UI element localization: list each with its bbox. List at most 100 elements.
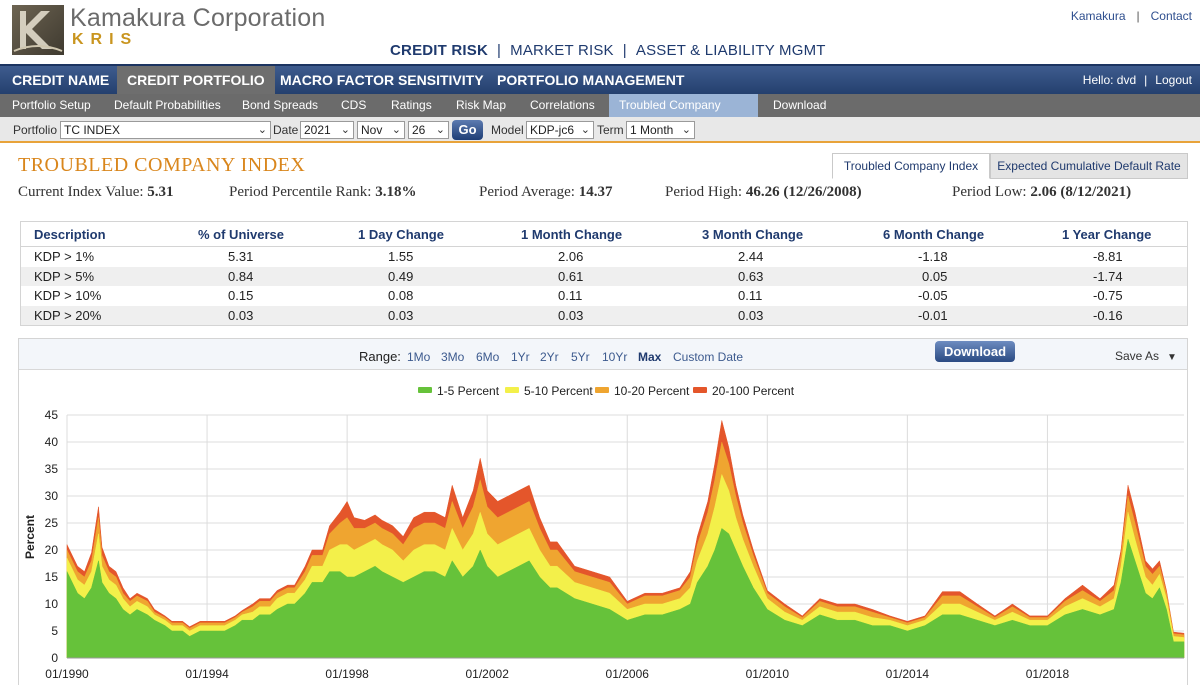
stat-label: Period Average: <box>479 184 575 200</box>
kamakura-link[interactable]: Kamakura <box>1070 9 1126 23</box>
col-3month: 3 Month Change <box>702 227 804 242</box>
chevron-down-icon: ⌄ <box>257 124 267 136</box>
table-cell: 0.05 <box>922 268 948 284</box>
x-tick-label: 01/2010 <box>746 667 790 681</box>
range-2yr[interactable]: 2Yr <box>540 350 559 364</box>
y-tick-label: 35 <box>45 462 59 476</box>
x-tick-label: 01/2014 <box>886 667 930 681</box>
stat-value: 3.18% <box>375 184 417 200</box>
model-label: Model <box>491 123 524 137</box>
subnav-cds[interactable]: CDS <box>341 98 367 112</box>
range-1yr[interactable]: 1Yr <box>511 350 530 364</box>
separator: | <box>497 42 502 59</box>
table-row: KDP > 1% 5.31 1.55 2.06 2.44 -1.18 -8.81 <box>21 247 1187 267</box>
stat-value: 46.26 (12/26/2008) <box>745 184 862 200</box>
tab-troubled-company-index[interactable]: Troubled Company Index <box>832 153 990 179</box>
day-select[interactable]: 26 ⌄ <box>408 121 449 139</box>
kamakura-logo-icon[interactable] <box>12 5 64 55</box>
table-cell: 0.08 <box>388 288 414 303</box>
model-value: KDP-jc6 <box>530 123 575 137</box>
stat-label: Period Low: <box>952 184 1027 200</box>
model-select[interactable]: KDP-jc6 ⌄ <box>526 121 594 139</box>
legend-swatch <box>595 387 609 393</box>
subnav-download[interactable]: Download <box>773 98 827 112</box>
stat-period-low: Period Low: 2.06 (8/12/2021) <box>952 184 1131 201</box>
range-3mo[interactable]: 3Mo <box>441 350 465 364</box>
contact-link[interactable]: Contact <box>1150 9 1192 23</box>
caret-down-icon: ▼ <box>1167 352 1177 363</box>
term-label: Term <box>597 123 624 137</box>
table-row: KDP > 10% 0.15 0.08 0.11 0.11 -0.05 -0.7… <box>21 286 1187 306</box>
main-nav: CREDIT NAME CREDIT PORTFOLIO MACRO FACTO… <box>0 64 1200 94</box>
table-cell: 0.49 <box>388 268 414 284</box>
chevron-down-icon: ⌄ <box>580 124 590 136</box>
market-risk-tab[interactable]: MARKET RISK <box>510 42 614 59</box>
term-select[interactable]: 1 Month ⌄ <box>626 121 695 139</box>
table-cell: 0.63 <box>738 268 764 284</box>
range-10yr[interactable]: 10Yr <box>602 350 628 364</box>
stat-label: Current Index Value: <box>18 184 144 200</box>
year-value: 2021 <box>304 123 331 137</box>
nav-macro-factor[interactable]: MACRO FACTOR SENSITIVITY <box>280 72 484 88</box>
chevron-down-icon: ⌄ <box>391 124 401 136</box>
nav-credit-name[interactable]: CREDIT NAME <box>12 72 110 88</box>
subnav-default-probabilities[interactable]: Default Probabilities <box>114 98 221 112</box>
stat-period-high: Period High: 46.26 (12/26/2008) <box>665 184 862 201</box>
alm-tab[interactable]: ASSET & LIABILITY MGMT <box>635 42 826 59</box>
range-5yr[interactable]: 5Yr <box>571 350 590 364</box>
term-value: 1 Month <box>630 123 674 137</box>
table-cell: 0.03 <box>738 307 764 323</box>
month-select[interactable]: Nov ⌄ <box>357 121 405 139</box>
subnav-risk-map[interactable]: Risk Map <box>456 98 507 112</box>
stat-current-index: Current Index Value: 5.31 <box>18 184 174 201</box>
page-title: TROUBLED COMPANY INDEX <box>18 154 306 176</box>
subnav-ratings[interactable]: Ratings <box>391 98 432 112</box>
save-as-menu[interactable]: Save As ▼ <box>1115 349 1177 363</box>
stat-label: Period Percentile Rank: <box>229 184 372 200</box>
table-cell: 0.11 <box>738 288 763 303</box>
subnav-correlations[interactable]: Correlations <box>530 98 595 112</box>
portfolio-select[interactable]: TC INDEX ⌄ <box>60 121 271 139</box>
stat-value: 14.37 <box>578 184 613 200</box>
table-cell: -1.18 <box>918 249 948 264</box>
range-6mo[interactable]: 6Mo <box>476 350 500 364</box>
table-cell: 0.15 <box>228 288 254 303</box>
year-select[interactable]: 2021 ⌄ <box>300 121 354 139</box>
chart-toolbar: Range: 1Mo 3Mo 6Mo 1Yr 2Yr 5Yr 10Yr Max … <box>19 339 1187 370</box>
range-1mo[interactable]: 1Mo <box>407 350 431 364</box>
logout-link[interactable]: Logout <box>1155 73 1192 87</box>
x-tick-label: 01/2006 <box>606 667 650 681</box>
nav-portfolio-management[interactable]: PORTFOLIO MANAGEMENT <box>497 72 685 88</box>
series-area-1 <box>66 527 1185 659</box>
table-cell: KDP > 20% <box>34 307 102 323</box>
legend-label: 5-10 Percent <box>524 384 593 398</box>
y-tick-label: 25 <box>45 516 59 530</box>
table-header: Description % of Universe 1 Day Change 1… <box>21 222 1187 247</box>
product-name: KRIS <box>72 31 139 48</box>
range-max[interactable]: Max <box>638 350 662 364</box>
y-tick-label: 30 <box>45 489 59 503</box>
y-tick-label: 5 <box>51 624 58 638</box>
nav-credit-portfolio[interactable]: CREDIT PORTFOLIO <box>117 66 275 94</box>
stat-value: 2.06 (8/12/2021) <box>1030 184 1132 200</box>
y-tick-label: 40 <box>45 435 59 449</box>
range-label: Range: <box>359 349 401 364</box>
legend-label: 10-20 Percent <box>614 384 690 398</box>
subnav-portfolio-setup[interactable]: Portfolio Setup <box>12 98 91 112</box>
y-tick-label: 20 <box>45 543 59 557</box>
tab-expected-cumulative-default-rate[interactable]: Expected Cumulative Default Rate <box>990 153 1188 179</box>
go-button[interactable]: Go <box>452 120 483 140</box>
table-cell: 0.61 <box>558 268 584 284</box>
chevron-down-icon: ⌄ <box>435 124 445 136</box>
y-tick-label: 15 <box>45 570 59 584</box>
chart-download-button[interactable]: Download <box>935 341 1015 362</box>
separator: | <box>1136 9 1140 23</box>
table-cell: KDP > 1% <box>34 249 95 264</box>
table-cell: -1.74 <box>1093 268 1123 284</box>
subnav-bond-spreads[interactable]: Bond Spreads <box>242 98 319 112</box>
portfolio-label: Portfolio <box>13 123 58 137</box>
table-cell: 2.44 <box>738 249 764 264</box>
table-cell: -0.16 <box>1093 307 1123 323</box>
credit-risk-tab[interactable]: CREDIT RISK <box>390 42 489 59</box>
range-custom-date[interactable]: Custom Date <box>673 350 744 364</box>
